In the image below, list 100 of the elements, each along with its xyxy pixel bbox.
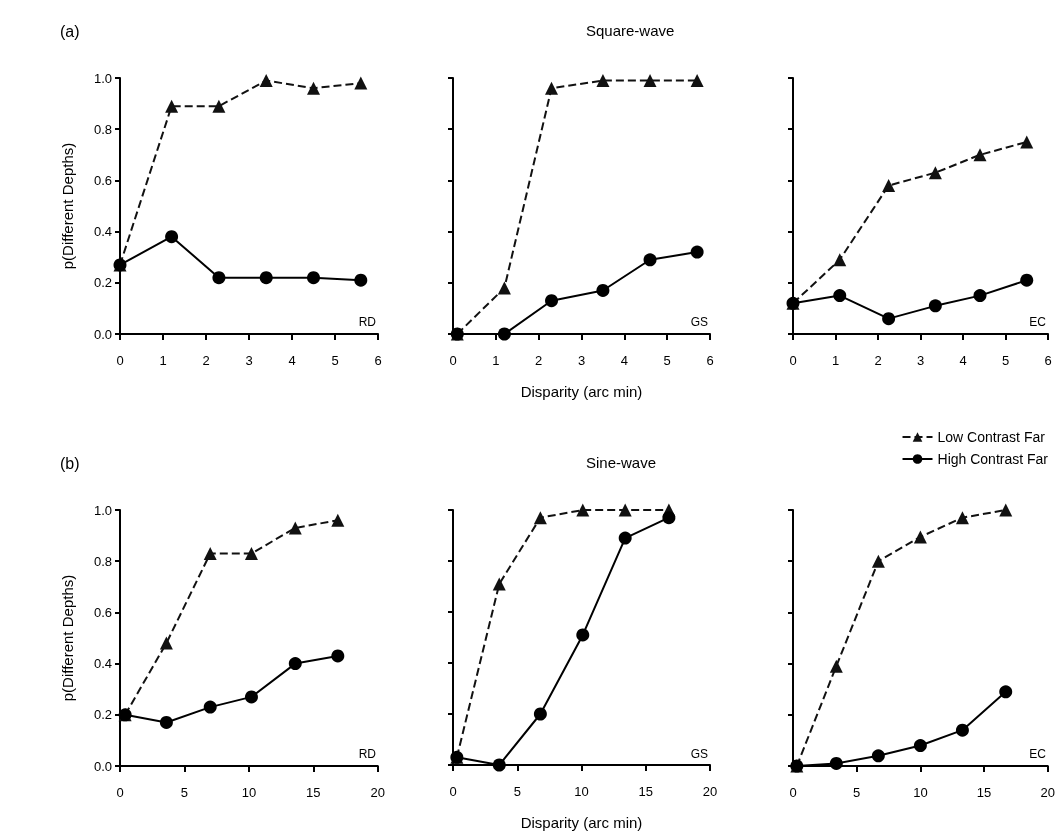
point	[576, 503, 590, 517]
y-tick-label: 0.2	[93, 275, 112, 291]
annotation: RD	[358, 747, 377, 761]
point	[973, 148, 987, 162]
x-tick-label: 0	[116, 353, 124, 368]
x-tick-label: 0	[789, 353, 797, 368]
point	[165, 230, 179, 244]
annotation: GS	[690, 315, 709, 329]
x-tick-label: 15	[976, 785, 992, 800]
x-tick-label: 5	[663, 353, 671, 368]
x-tick-label: 0	[116, 785, 124, 800]
point	[203, 700, 217, 714]
y-axis-title: p(Different Depths)	[59, 574, 76, 702]
point	[288, 521, 302, 535]
point	[955, 511, 969, 525]
point	[307, 271, 320, 285]
point	[492, 577, 506, 591]
y-tick-label: 0.0	[93, 326, 112, 342]
x-tick-label: 10	[574, 784, 589, 799]
point	[829, 756, 843, 770]
point	[354, 76, 368, 90]
point	[690, 74, 704, 88]
point	[331, 649, 345, 663]
point	[690, 245, 704, 259]
point	[331, 513, 345, 527]
legend-label: Low Contrast Far	[937, 429, 1046, 445]
y-tick-label: 0.4	[93, 656, 112, 672]
point	[596, 74, 610, 88]
x-tick-label: 20	[1040, 785, 1055, 800]
point	[618, 503, 632, 517]
point	[545, 81, 559, 95]
point	[999, 503, 1013, 517]
x-tick-label: 3	[577, 353, 586, 368]
x-tick-label: 6	[706, 353, 714, 368]
x-tick-label: 5	[331, 353, 339, 368]
point	[244, 690, 258, 704]
annotation: EC	[1029, 315, 1047, 329]
x-tick-label: 2	[535, 353, 543, 368]
point	[497, 281, 511, 295]
x-tick-label: 6	[1044, 353, 1052, 368]
x-tick-label: 4	[620, 353, 628, 368]
x-tick-label: 10	[913, 785, 928, 800]
point	[871, 749, 885, 763]
y-tick-label: 0.0	[93, 758, 112, 774]
point	[159, 715, 173, 729]
x-tick-label: 5	[180, 785, 189, 800]
point	[259, 74, 273, 88]
x-tick-label: 0	[789, 785, 797, 800]
point	[913, 530, 927, 544]
point	[165, 99, 179, 113]
point	[882, 179, 896, 193]
point	[662, 511, 676, 525]
x-tick-label: 2	[202, 353, 210, 368]
x-tick-label: 1	[159, 353, 167, 368]
point	[1020, 273, 1034, 287]
x-tick-label: 1	[492, 353, 500, 368]
y-axis-title: p(Different Depths)	[59, 142, 76, 270]
y-tick-label: 1.0	[93, 502, 112, 518]
point	[545, 294, 559, 308]
x-tick-label: 20	[370, 785, 385, 800]
y-tick-label: 0.8	[93, 553, 112, 569]
annotation: GS	[690, 747, 709, 761]
point	[829, 659, 843, 673]
y-tick-label: 0.6	[93, 172, 112, 188]
point	[833, 289, 847, 303]
y-tick-label: 1.0	[93, 70, 112, 86]
point	[492, 758, 506, 772]
x-tick-label: 4	[288, 353, 296, 368]
point	[643, 253, 657, 267]
chart-title: Sine-wave	[586, 454, 657, 471]
point	[999, 685, 1013, 699]
point	[288, 657, 302, 671]
x-tick-label: 0	[449, 353, 457, 368]
x-tick-label: 6	[374, 353, 382, 368]
point	[618, 531, 632, 545]
legend-label: High Contrast Far	[937, 451, 1049, 467]
point	[212, 271, 226, 285]
point	[244, 547, 258, 561]
x-tick-label: 1	[831, 353, 840, 368]
point	[596, 283, 610, 297]
point	[159, 636, 173, 650]
point	[307, 81, 320, 95]
point	[497, 327, 511, 341]
x-tick-label: 15	[638, 784, 653, 799]
point	[643, 74, 657, 88]
point	[973, 289, 987, 303]
x-tick-label: 3	[245, 353, 253, 368]
point	[259, 271, 273, 285]
point	[955, 723, 969, 737]
point	[882, 312, 896, 326]
point	[354, 273, 368, 287]
x-tick-label: 2	[874, 353, 882, 368]
point	[203, 547, 217, 561]
annotation: EC	[1029, 747, 1047, 761]
point	[576, 628, 590, 642]
x-tick-label: 3	[916, 353, 925, 368]
x-axis-title: Disparity (arc min)	[520, 383, 643, 400]
y-tick-label: 0.8	[93, 121, 112, 137]
text: (a)	[60, 22, 80, 40]
x-tick-label: 4	[959, 353, 967, 368]
